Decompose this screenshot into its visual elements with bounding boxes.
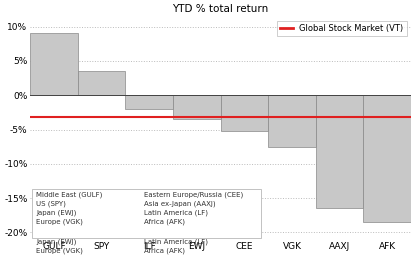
Bar — [125, 95, 173, 109]
Bar — [268, 95, 316, 147]
Bar — [32, 189, 261, 238]
Text: Middle East (GULF)
US (SPY)
Japan (EWJ)
Europe (VGK): Middle East (GULF) US (SPY) Japan (EWJ) … — [36, 191, 103, 225]
Text: Middle East (GULF)
US (SPY)
Japan (EWJ)
Europe (VGK): Middle East (GULF) US (SPY) Japan (EWJ) … — [36, 220, 103, 254]
Bar — [316, 95, 363, 209]
Bar — [30, 34, 78, 95]
Bar — [363, 95, 411, 222]
Legend: Global Stock Market (VT): Global Stock Market (VT) — [277, 21, 407, 36]
Bar — [173, 95, 221, 119]
Title: YTD % total return: YTD % total return — [173, 4, 269, 14]
Bar — [221, 95, 268, 131]
Bar — [78, 71, 125, 95]
Text: Eastern Europe/Russia (CEE)
Asia ex-Japan (AAXJ)
Latin America (LF)
Africa (AFK): Eastern Europe/Russia (CEE) Asia ex-Japa… — [144, 191, 244, 225]
Text: Eastern Europe/Russia (CEE)
Asia ex-Japan (AAXJ)
Latin America (LF)
Africa (AFK): Eastern Europe/Russia (CEE) Asia ex-Japa… — [144, 220, 244, 254]
